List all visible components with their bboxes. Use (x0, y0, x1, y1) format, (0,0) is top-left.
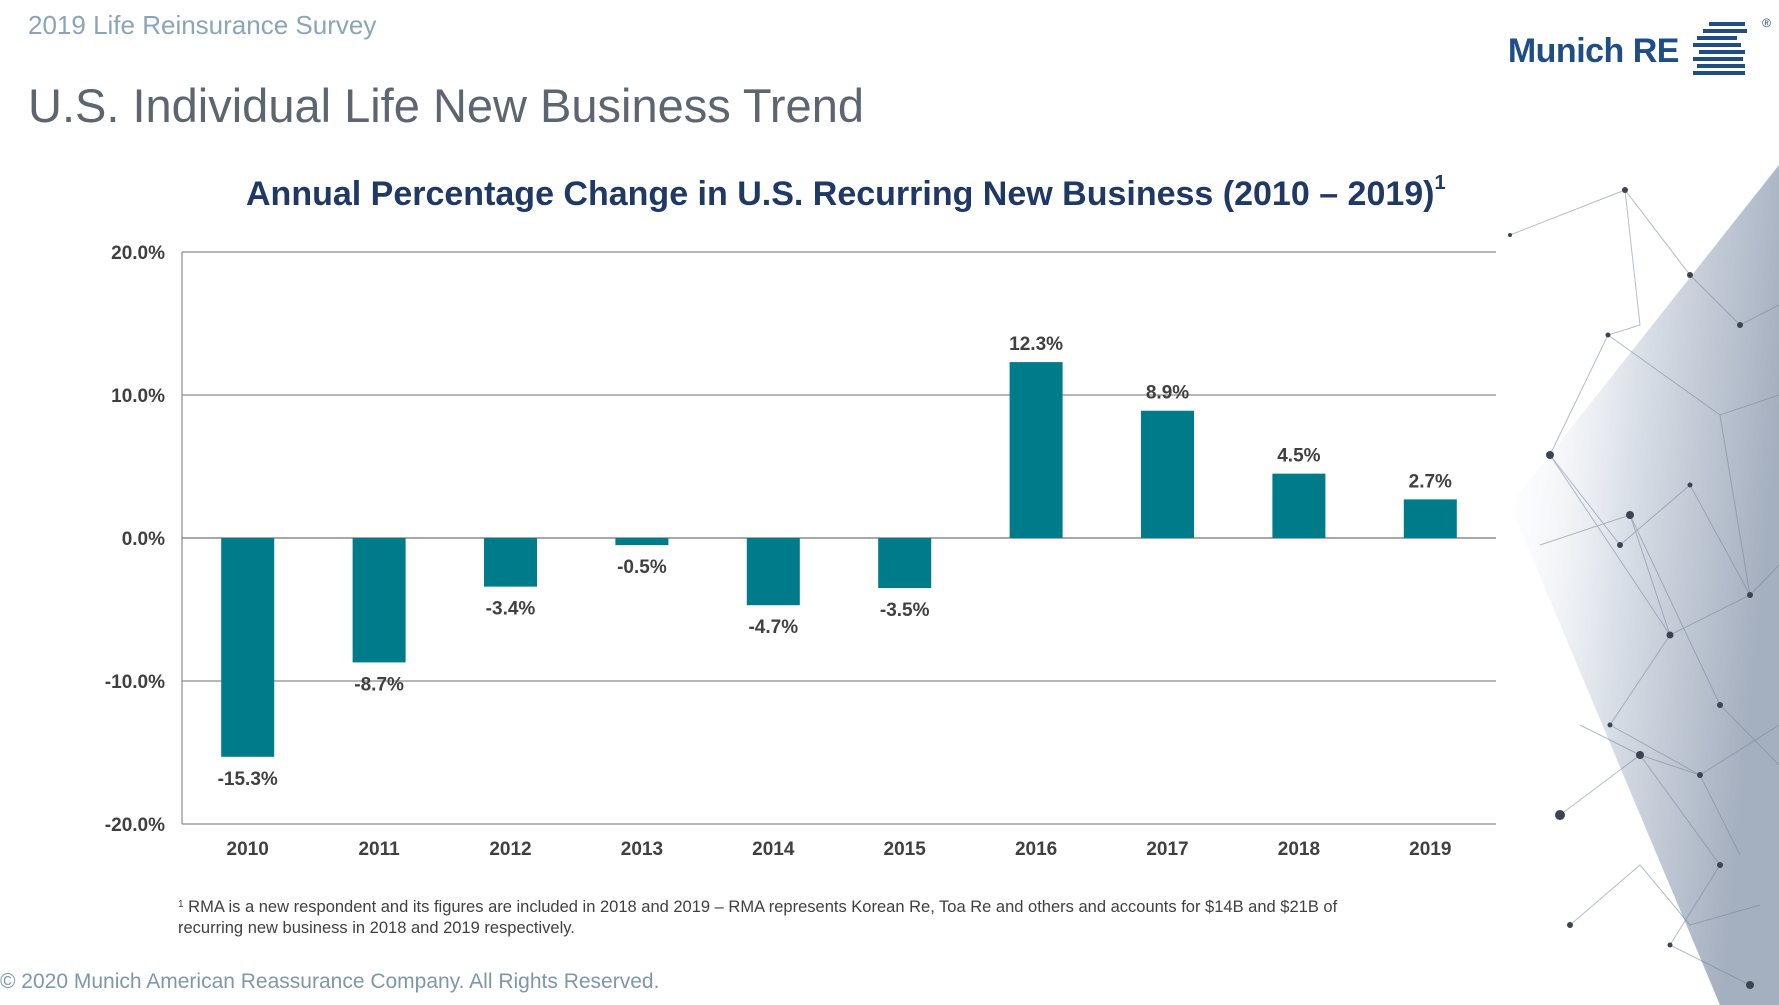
copyright-notice: © 2020 Munich American Reassurance Compa… (0, 970, 660, 993)
data-label-2012: -3.4% (486, 599, 536, 620)
footnote-text: RMA is a new respondent and its figures … (178, 898, 1338, 937)
x-tick-label-2017: 2017 (1146, 839, 1188, 860)
bar-2017 (1141, 410, 1194, 538)
bar-2019 (1403, 499, 1457, 538)
chart-title-footnote-marker: 1 (1434, 172, 1446, 194)
logo-text: Munich RE (1507, 31, 1680, 70)
y-tick-label: -20.0% (105, 815, 165, 836)
x-tick-label-2014: 2014 (752, 839, 795, 860)
data-label-2019: 2.7% (1409, 471, 1452, 492)
data-label-2015: -3.5% (880, 600, 930, 621)
x-tick-label-2015: 2015 (884, 839, 927, 860)
chart-title: Annual Percentage Change in U.S. Recurri… (246, 172, 1446, 214)
y-tick-label: 0.0% (122, 529, 165, 550)
bar-2016 (1009, 362, 1063, 538)
x-axis-ticks: 2010 2011 2012 2013 2014 2015 2016 2017 2018 2019 (227, 839, 1452, 860)
data-label-2017: 8.9% (1146, 383, 1189, 404)
bar-2013 (615, 538, 669, 546)
bars (221, 362, 1457, 757)
footnote-marker: 1 (178, 899, 184, 910)
y-tick-label: 10.0% (111, 386, 165, 407)
bar-2012 (484, 538, 537, 587)
data-label-2018: 4.5% (1277, 446, 1320, 467)
data-label-2010: -15.3% (218, 769, 278, 790)
x-tick-label-2019: 2019 (1409, 839, 1451, 860)
bar-2018 (1272, 473, 1326, 538)
x-tick-label-2010: 2010 (227, 839, 269, 860)
munich-re-stripes-logo-icon (1691, 20, 1761, 82)
x-tick-label-2018: 2018 (1278, 839, 1320, 860)
y-tick-label: 20.0% (111, 243, 165, 264)
chart-title-text: Annual Percentage Change in U.S. Recurri… (246, 175, 1435, 213)
footnote: 1 RMA is a new respondent and its figure… (178, 897, 1358, 939)
munich-re-logo: Munich RE ® (1507, 16, 1771, 82)
grid-lines (181, 251, 1496, 825)
y-axis-ticks: 20.0% 10.0% 0.0% -10.0% -20.0% (105, 243, 165, 836)
network-mesh-decoration (1508, 165, 1779, 1005)
bar-2010 (221, 538, 275, 757)
data-label-2014: -4.7% (748, 617, 798, 638)
bar-2011 (352, 538, 406, 663)
x-tick-label-2012: 2012 (489, 839, 531, 860)
registered-mark: ® (1762, 16, 1771, 30)
survey-label: 2019 Life Reinsurance Survey (28, 10, 377, 40)
y-tick-label: -10.0% (105, 672, 165, 693)
bar-2014 (746, 538, 800, 606)
data-labels: -15.3% -8.7% -3.4% -0.5% -4.7% -3.5% 12.3% 8.9%… (218, 334, 1452, 790)
page-title: U.S. Individual Life New Business Trend (28, 79, 864, 132)
x-tick-label-2013: 2013 (621, 839, 663, 860)
data-label-2013: -0.5% (617, 557, 667, 578)
x-tick-label-2016: 2016 (1015, 839, 1057, 860)
x-tick-label-2011: 2011 (358, 839, 400, 860)
bar-2015 (878, 538, 932, 589)
data-label-2011: -8.7% (354, 674, 404, 695)
data-label-2016: 12.3% (1009, 334, 1063, 355)
